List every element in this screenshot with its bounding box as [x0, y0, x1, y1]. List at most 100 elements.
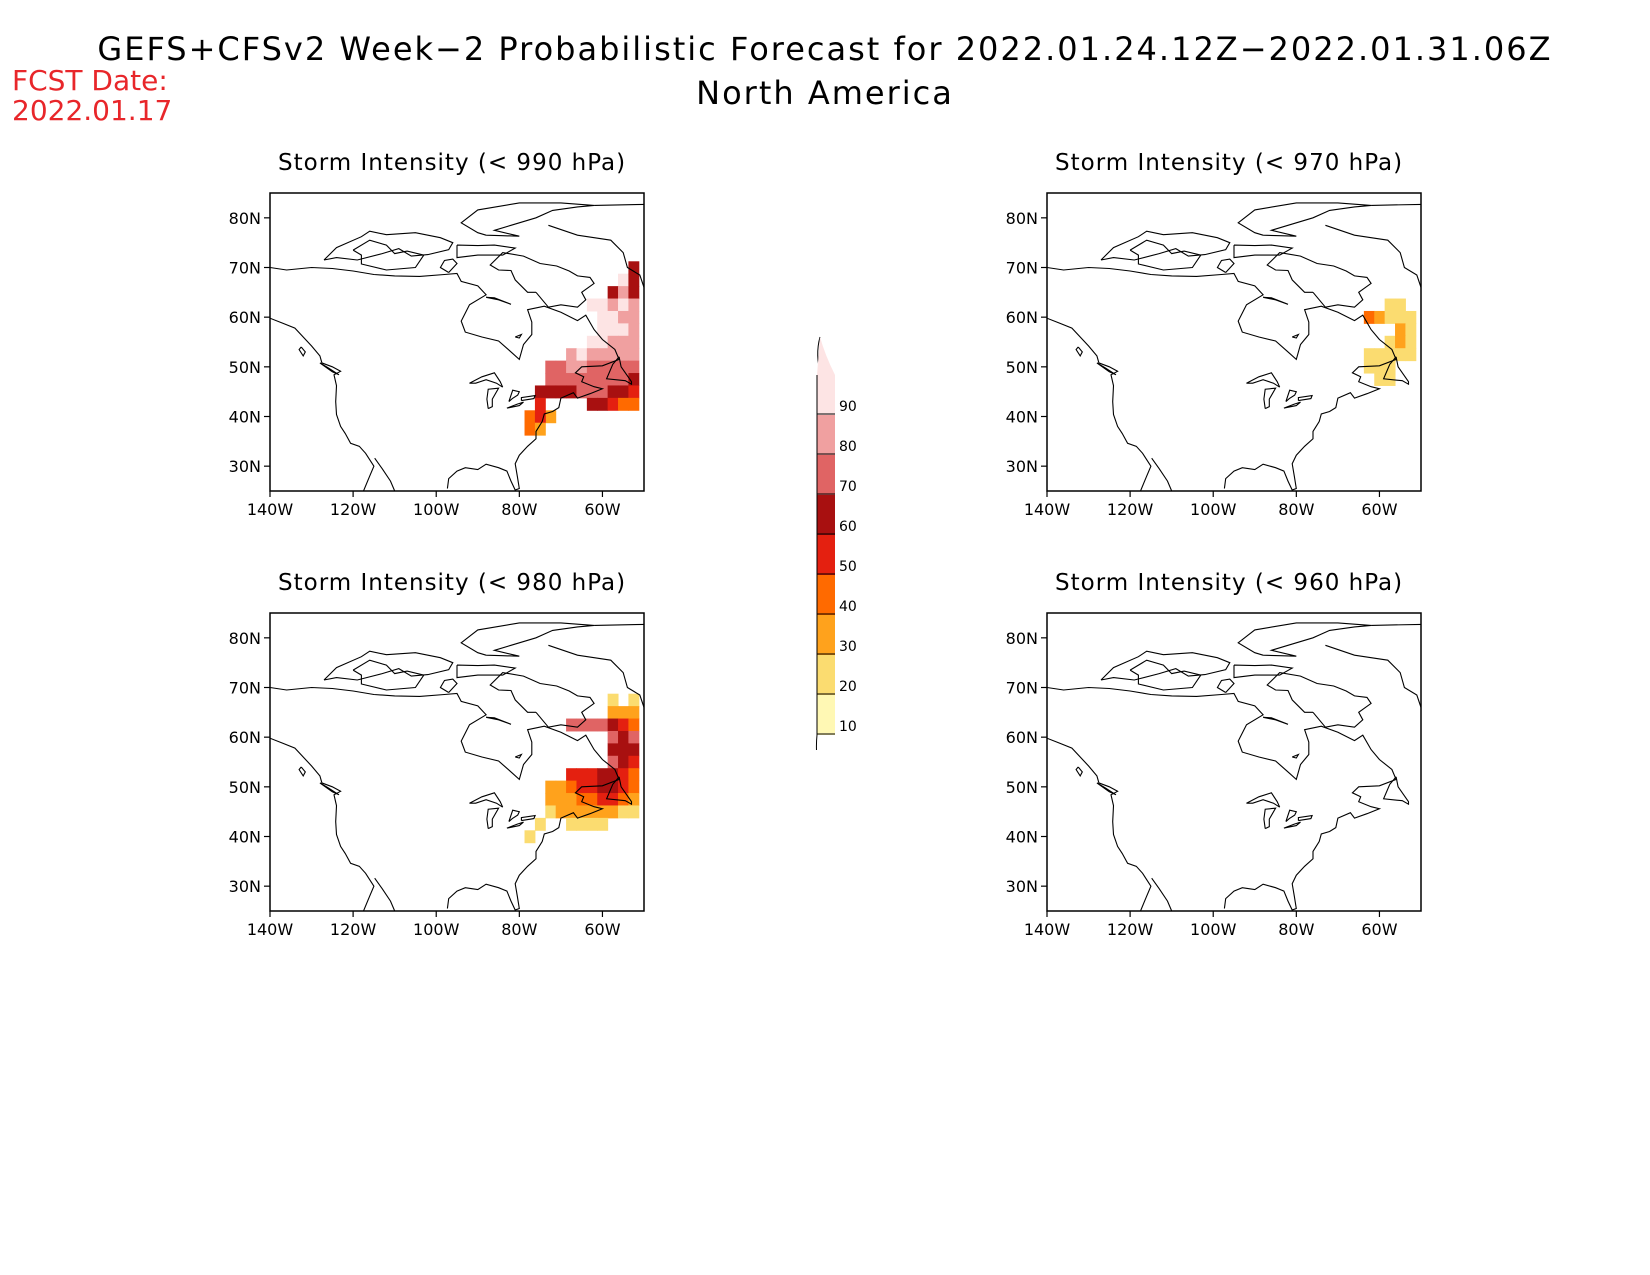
heatmap-cell: [534, 817, 546, 831]
forecast-date-value: 2022.01.17: [12, 94, 173, 127]
heatmap-cell: [628, 373, 640, 386]
page-subtitle: North America: [696, 74, 954, 112]
coastline: [319, 362, 340, 376]
heatmap-cell: [628, 706, 640, 720]
heatmap-cell: [618, 385, 629, 399]
colorbar-label: 70: [839, 479, 857, 495]
lon-label: 120W: [330, 920, 377, 939]
coastline: [1263, 387, 1277, 410]
heatmap-cell: [566, 360, 577, 374]
map-frame: [1046, 192, 1422, 492]
heatmap-cell: [628, 730, 640, 744]
coastline: [1233, 244, 1294, 259]
heatmap-cell: [586, 348, 598, 362]
heatmap-cell: [566, 780, 577, 794]
coastline: [1266, 252, 1372, 308]
map-panel-960: 80N 70N 60N 50N 40N 30N 140W 120W 100W 80W 60W: [1006, 612, 1422, 939]
heatmap-cell: [628, 743, 640, 757]
panel-title-970: Storm Intensity (< 970 hPa): [1055, 150, 1404, 176]
coastline: [1382, 776, 1410, 806]
heatmap-cell: [628, 718, 640, 732]
colorbar-segment: [817, 535, 835, 575]
coastline: [508, 389, 521, 403]
heatmap-cell: [607, 335, 619, 349]
lat-label: 30N: [1006, 877, 1038, 896]
coastline: [374, 457, 396, 491]
coastline: [1246, 792, 1281, 808]
colorbar-label: 20: [839, 679, 857, 695]
heatmap-cell: [607, 768, 619, 782]
coastline: [485, 296, 512, 305]
coastline: [594, 203, 644, 206]
heatmap-cell: [534, 410, 546, 424]
heatmap-cell: [1384, 348, 1396, 362]
heatmap-cell: [607, 323, 619, 337]
heatmap-cell: [1384, 360, 1396, 374]
map-panel-990: 80N 70N 60N 50N 40N 30N 140W 120W 100W 80W 60W: [229, 192, 645, 519]
coastline: [460, 202, 595, 237]
heatmap-cell: [628, 298, 640, 312]
coastline: [1216, 678, 1235, 693]
heatmap-cell: [586, 805, 598, 819]
heatmap-cell: [597, 397, 609, 411]
coastline: [1129, 239, 1202, 271]
heatmap-cell: [1395, 348, 1406, 362]
heatmap-cell: [597, 298, 609, 312]
heatmap-cell: [628, 793, 640, 806]
lat-label: 40N: [1006, 408, 1038, 427]
coastline: [1263, 807, 1277, 830]
coastline: [352, 659, 425, 691]
heatmap-cell: [586, 768, 598, 782]
coastline: [1047, 317, 1152, 491]
heatmap-cell: [607, 805, 619, 819]
coastline: [298, 346, 306, 357]
heatmap-cell: [1363, 310, 1375, 324]
lat-label: 50N: [229, 778, 261, 797]
coastline: [1266, 672, 1372, 728]
coastline: [1047, 737, 1152, 911]
heatmap-cell: [628, 768, 640, 782]
coastline: [1216, 258, 1235, 273]
lon-label: 80W: [1278, 500, 1314, 519]
coastline: [1297, 814, 1313, 822]
heatmap-cell: [1374, 360, 1386, 374]
coastline: [270, 266, 620, 491]
coastline: [1325, 644, 1421, 708]
heatmap-cell: [1395, 335, 1406, 349]
colorbar-segment: [817, 375, 835, 415]
heatmap-cell: [576, 348, 588, 362]
heatmap-cell: [618, 373, 629, 386]
heatmap-cell: [628, 397, 640, 411]
coastline: [1291, 753, 1300, 759]
lat-label: 60N: [229, 308, 261, 327]
heatmap-cell: [607, 348, 619, 362]
lat-label: 50N: [229, 358, 261, 377]
heatmap-cell: [524, 422, 536, 436]
heatmap-cell: [1395, 323, 1406, 337]
coastline: [1291, 333, 1300, 339]
coastline: [1246, 372, 1281, 388]
heatmap-cell: [618, 768, 629, 782]
heatmap-cell: [566, 805, 577, 819]
colorbar-segment: [817, 415, 835, 455]
colorbar-top-wedge: [817, 337, 835, 375]
lon-label: 60W: [584, 920, 620, 939]
heatmap-cell: [524, 830, 536, 844]
coastline: [1100, 230, 1231, 261]
lat-label: 30N: [229, 457, 261, 476]
heatmap-cell: [628, 323, 640, 337]
heatmap-cell: [586, 780, 598, 794]
lat-label: 80N: [229, 629, 261, 648]
colorbar-label: 10: [839, 719, 857, 735]
coastline: [1382, 356, 1410, 386]
coastline: [1262, 716, 1289, 725]
colorbar-label: 50: [839, 559, 857, 575]
heatmap-cell: [566, 793, 577, 806]
heatmap-cell: [586, 718, 598, 732]
heatmap-cell: [576, 793, 588, 806]
coastline: [1285, 389, 1298, 403]
heatmap-cell: [597, 793, 609, 806]
coastline: [1283, 821, 1301, 829]
heatmap-cell: [1395, 310, 1406, 324]
heatmap-cell: [618, 805, 629, 819]
